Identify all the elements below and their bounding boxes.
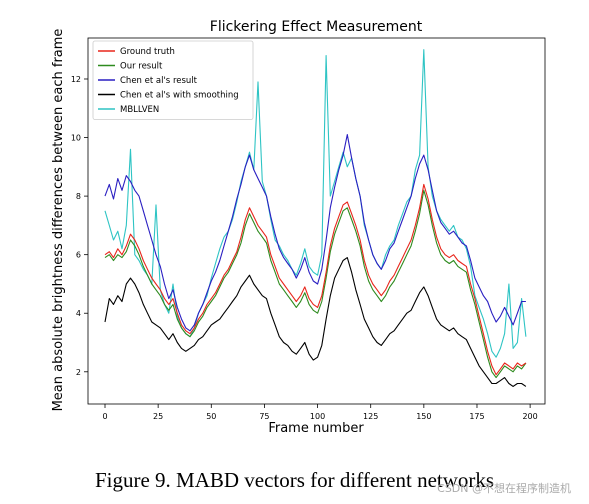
legend-label: Chen et al's with smoothing — [120, 91, 239, 101]
x-tick-label: 0 — [102, 412, 107, 421]
ticks-layer: 0 25 50 75 100 125 150 175 200 2 4 6 8 10 12 — [71, 75, 538, 421]
y-tick-label: 10 — [71, 134, 81, 143]
y-tick-label: 12 — [71, 75, 81, 84]
x-tick-label: 175 — [469, 412, 484, 421]
chart-title: Flickering Effect Measurement — [210, 19, 423, 35]
legend-label: MBLLVEN — [120, 105, 159, 115]
plot-frame — [87, 37, 546, 405]
series-line-our-result — [104, 189, 527, 379]
series-line-chen-et-al-s-result — [104, 134, 526, 332]
x-tick-label: 200 — [522, 412, 537, 421]
legend-label: Chen et al's result — [120, 76, 198, 86]
x-tick-label: 100 — [310, 412, 325, 421]
legend-label: Our result — [120, 62, 163, 72]
y-tick-label: 4 — [76, 309, 81, 318]
figure-caption: Figure 9. MABD vectors for different net… — [94, 468, 495, 492]
y-tick-label: 8 — [76, 192, 81, 201]
x-tick-label: 150 — [416, 412, 431, 421]
y-tick-label: 2 — [76, 368, 81, 377]
x-tick-label: 75 — [259, 412, 269, 421]
series-line-ground-truth — [104, 183, 527, 376]
flicker-chart: Flickering Effect Measurement 0 25 50 75 100… — [51, 19, 546, 436]
legend-label: Ground truth — [120, 47, 175, 57]
y-axis-label: Mean absolute brightness differences bet… — [51, 29, 66, 412]
legend-box — [92, 40, 254, 120]
legend: Ground truth Our result Chen et al's resul… — [92, 40, 254, 120]
x-tick-label: 125 — [363, 412, 378, 421]
x-tick-label: 25 — [153, 412, 163, 421]
x-tick-label: 50 — [206, 412, 216, 421]
series-layer — [104, 49, 527, 387]
watermark: CSDN @不想在程序制造机 — [437, 482, 571, 495]
series-line-chen-et-al-s-with-smoothing — [104, 257, 527, 387]
y-tick-label: 6 — [76, 251, 81, 260]
x-axis-label: Frame number — [268, 421, 364, 436]
